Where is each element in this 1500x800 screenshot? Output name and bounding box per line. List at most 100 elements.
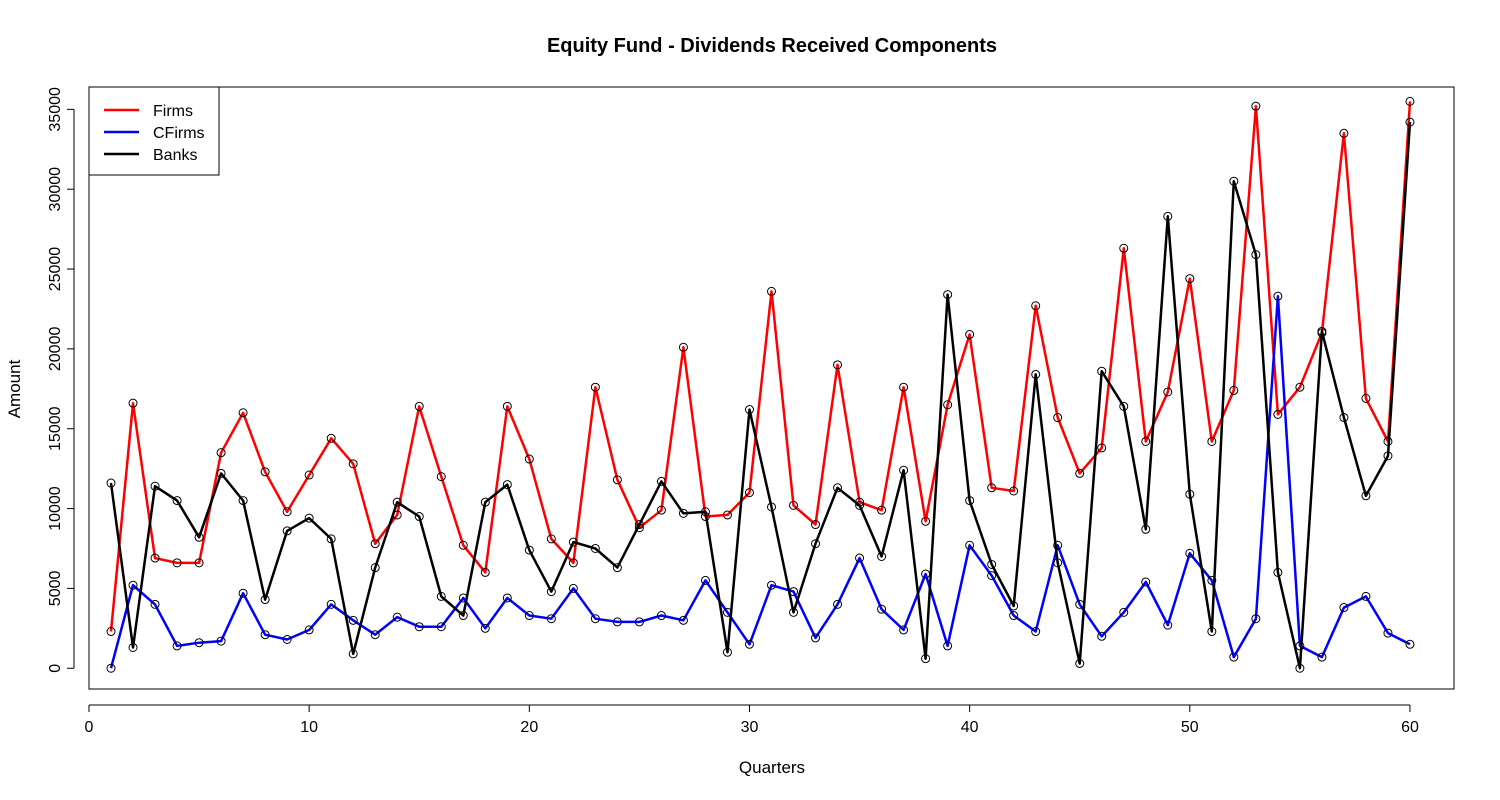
data-point-firms [899, 382, 909, 392]
data-point-cfirms [1383, 628, 1393, 638]
data-point-firms [1185, 274, 1195, 284]
data-point-cfirms [1031, 627, 1041, 637]
data-point-firms [877, 505, 887, 515]
data-point-banks [1405, 117, 1415, 127]
data-point-firms [304, 470, 314, 480]
data-point-banks [260, 595, 270, 605]
data-point-firms [524, 454, 534, 464]
data-point-banks [1163, 211, 1173, 221]
data-point-firms [1383, 436, 1393, 446]
data-point-cfirms [965, 540, 975, 550]
data-point-firms [1361, 393, 1371, 403]
data-point-firms [194, 558, 204, 568]
data-point-banks [1009, 601, 1019, 611]
data-point-banks [1229, 176, 1239, 186]
data-point-firms [414, 401, 424, 411]
data-point-banks [1339, 413, 1349, 423]
data-point-firms [921, 516, 931, 526]
data-point-banks [304, 513, 314, 523]
legend-label-firms: Firms [153, 103, 193, 120]
data-point-firms [172, 558, 182, 568]
data-point-cfirms [899, 625, 909, 635]
legend-label-banks: Banks [153, 147, 197, 164]
data-point-cfirms [458, 593, 468, 603]
data-point-firms [700, 512, 710, 522]
data-point-cfirms [546, 614, 556, 624]
y-axis-label: Amount [5, 359, 24, 418]
legend-label-cfirms: CFirms [153, 125, 205, 142]
data-point-firms [150, 553, 160, 563]
data-point-firms [590, 382, 600, 392]
data-point-banks [546, 587, 556, 597]
data-point-cfirms [106, 663, 116, 673]
data-point-cfirms [480, 623, 490, 633]
data-point-firms [634, 523, 644, 533]
data-point-cfirms [568, 583, 578, 593]
data-point-cfirms [855, 553, 865, 563]
data-point-firms [678, 342, 688, 352]
data-point-firms [1009, 486, 1019, 496]
data-point-cfirms [238, 588, 248, 598]
data-point-firms [767, 286, 776, 296]
data-point-cfirms [348, 615, 358, 625]
data-point-banks [1185, 489, 1195, 499]
data-point-banks [833, 483, 843, 493]
data-point-cfirms [1361, 591, 1371, 601]
data-point-banks [987, 559, 997, 569]
data-point-cfirms [524, 611, 534, 621]
data-point-cfirms [612, 617, 622, 627]
y-tick-label: 10000 [47, 486, 64, 531]
data-point-firms [546, 534, 556, 544]
data-point-firms [370, 539, 380, 549]
data-point-banks [1383, 451, 1393, 461]
data-point-cfirms [590, 614, 600, 624]
data-point-firms [1229, 385, 1239, 395]
y-tick-label: 20000 [47, 327, 64, 372]
x-tick-label: 30 [741, 719, 759, 736]
x-tick-label: 50 [1181, 719, 1199, 736]
data-point-cfirms [1317, 652, 1327, 662]
data-point-cfirms [194, 638, 204, 648]
data-point-cfirms [1075, 599, 1085, 609]
data-point-banks [502, 480, 512, 490]
data-point-firms [744, 488, 754, 498]
legend: Firms CFirms Banks [88, 86, 220, 176]
y-tick-label: 0 [47, 664, 64, 673]
data-point-cfirms [877, 604, 887, 614]
y-tick-label: 5000 [47, 571, 64, 607]
data-point-banks [877, 551, 887, 561]
data-point-cfirms [678, 615, 688, 625]
data-point-firms [1119, 243, 1129, 253]
data-point-firms [436, 472, 446, 482]
chart-title: Equity Fund - Dividends Received Compone… [547, 35, 997, 57]
data-point-banks [458, 611, 468, 621]
x-tick-label: 40 [961, 719, 979, 736]
data-point-cfirms [1163, 620, 1173, 630]
x-tick-label: 0 [85, 719, 94, 736]
data-point-banks [943, 290, 953, 300]
data-point-banks [1141, 524, 1151, 534]
data-point-banks [722, 647, 732, 657]
data-point-firms [458, 540, 468, 550]
data-point-cfirms [634, 617, 644, 627]
data-point-cfirms [282, 634, 292, 644]
y-tick-label: 30000 [47, 167, 64, 212]
y-tick-label: 35000 [47, 87, 64, 132]
data-point-banks [128, 642, 138, 652]
data-point-cfirms [1119, 607, 1129, 617]
y-tick-label: 25000 [47, 247, 64, 292]
data-point-cfirms [1295, 641, 1305, 651]
data-point-banks [194, 532, 204, 542]
data-point-cfirms [436, 622, 446, 632]
data-point-cfirms [216, 636, 226, 646]
data-point-banks [590, 543, 600, 553]
data-point-banks [1053, 558, 1063, 568]
y-tick-label: 15000 [47, 406, 64, 451]
data-point-banks [282, 526, 292, 536]
data-point-cfirms [128, 580, 138, 590]
data-point-firms [568, 558, 578, 568]
data-point-cfirms [260, 630, 270, 640]
data-point-cfirms [811, 633, 821, 643]
data-point-banks [370, 563, 380, 573]
data-point-firms [1405, 96, 1415, 106]
